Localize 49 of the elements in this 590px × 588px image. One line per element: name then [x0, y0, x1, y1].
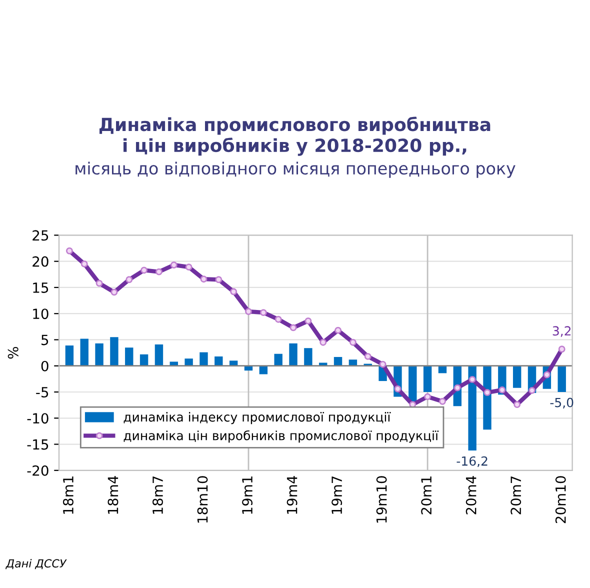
x-tick-label: 20m4 [466, 476, 476, 514]
bar [184, 358, 193, 366]
y-tick-label: 25 [32, 230, 48, 241]
bar [512, 366, 522, 388]
y-tick-label: 10 [33, 308, 48, 320]
y-tick-label: -10 [27, 413, 48, 424]
data-label: 3,2 [552, 326, 571, 337]
bar [304, 348, 312, 366]
x-tick-label: 19m7 [332, 476, 342, 514]
bar [65, 345, 74, 366]
bar [154, 344, 164, 366]
x-tick-label: 20m1 [421, 476, 432, 514]
bar [483, 366, 492, 430]
bar [289, 343, 298, 366]
x-tick-label: 19m1 [242, 476, 253, 514]
data-label: -5,0 [550, 398, 574, 409]
bar [408, 366, 417, 402]
bar [274, 354, 282, 366]
bar [558, 366, 566, 392]
x-tick-label: 19m4 [286, 476, 298, 514]
x-tick-label: 20m10 [555, 476, 566, 524]
legend-label: динаміка цін виробників промислової продукції [124, 430, 439, 443]
text: Дані ДССУ [5, 558, 67, 570]
y-tick-label: 20 [32, 256, 48, 267]
y-tick-label: 0 [41, 360, 48, 372]
x-tick-label: 18m1 [62, 476, 74, 514]
bar [110, 337, 118, 366]
y-tick-label: 5 [42, 334, 48, 346]
bar [200, 352, 208, 366]
bar [468, 366, 476, 451]
x-tick-label: 20m7 [510, 476, 522, 514]
x-tick-label: 18m10 [197, 476, 208, 523]
y-tick-label: 15 [33, 282, 48, 293]
y-tick-label: -15 [27, 439, 48, 450]
bar [125, 348, 134, 366]
y-tick-label: -5 [36, 387, 48, 398]
bar [214, 356, 223, 366]
bar [95, 343, 104, 366]
legend-label: динаміка індексу промислової продукції [124, 412, 391, 424]
x-tick-label: 18m7 [152, 476, 164, 514]
y-axis-title: % [8, 346, 18, 359]
chart-subtitle: місяць до відповідного місяця попереднього року [76, 162, 516, 178]
x-tick-label: 19m10 [376, 476, 387, 523]
y-tick-label: -20 [27, 465, 48, 476]
bar [423, 366, 432, 392]
bar [80, 338, 88, 366]
data-label: -16,2 [456, 456, 488, 468]
x-tick-label: 18m4 [108, 476, 118, 514]
chart-title: Динаміка промислового виробництва і цін виробників у 2018-2020 рр., [100, 116, 490, 156]
